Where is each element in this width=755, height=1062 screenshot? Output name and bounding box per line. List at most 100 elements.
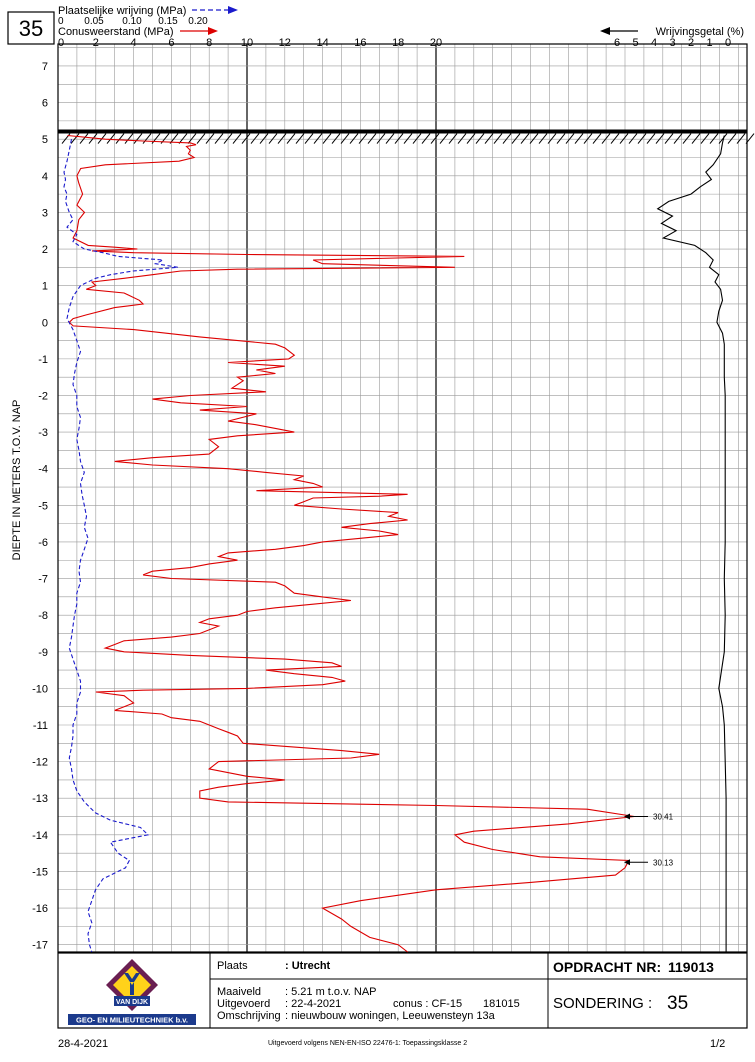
- y-tick-label: 4: [42, 171, 48, 183]
- hatch-line: [664, 133, 674, 144]
- conus-tick-label: 6: [168, 37, 174, 49]
- y-tick-label: -12: [32, 757, 48, 769]
- y-tick-label: -9: [38, 647, 48, 659]
- wrijving-axis-label: Plaatselijke wrijving (MPa): [58, 5, 186, 17]
- hatch-line: [439, 133, 449, 144]
- y-tick-label: -10: [32, 683, 48, 695]
- y-tick-label: -5: [38, 500, 48, 512]
- sondering-value: 35: [667, 993, 688, 1014]
- hatch-line: [178, 133, 188, 144]
- sondering-number: 35: [19, 16, 43, 41]
- y-tick-label: 3: [42, 207, 48, 219]
- series: [63, 134, 727, 953]
- y-tick-label: -14: [32, 830, 48, 842]
- hatch-line: [241, 133, 251, 144]
- conus-tick-label: 16: [354, 37, 366, 49]
- omschrijving-label: Omschrijving: [217, 1010, 281, 1022]
- hatch-line: [484, 133, 494, 144]
- footer-norm: Uitgevoerd volgens NEN-EN-ISO 22476-1: T…: [268, 1040, 468, 1047]
- company-name: GEO- EN MILIEUTECHNIEK b.v.: [76, 1016, 188, 1025]
- maaiveld-value: : 5.21 m t.o.v. NAP: [285, 986, 377, 998]
- uitgevoerd-label: Uitgevoerd: [217, 998, 270, 1010]
- conus-tick-label: 8: [206, 37, 212, 49]
- getal-legend-arrow: [600, 27, 610, 35]
- hatch-line: [601, 133, 611, 144]
- hatch-line: [394, 133, 404, 144]
- getal-tick-label: 5: [632, 37, 638, 49]
- y-tick-label: -11: [33, 720, 48, 732]
- hatch-line: [592, 133, 602, 144]
- y-tick-label: 5: [42, 134, 48, 146]
- conus-axis-label: Conusweerstand (MPa): [58, 26, 174, 38]
- plaats-label: Plaats: [217, 960, 248, 972]
- conus-type: conus : CF-15: [393, 998, 462, 1010]
- getal-axis-label: Wrijvingsgetal (%): [656, 26, 744, 38]
- conus-tick-label: 10: [241, 37, 253, 49]
- title-block-frame: [57, 952, 748, 1029]
- hatch-line: [322, 133, 332, 144]
- hatch-line: [448, 133, 458, 144]
- opdracht-label: OPDRACHT NR:: [553, 959, 661, 975]
- wrijving-tick-label: 0.15: [158, 16, 178, 27]
- hatch-line: [223, 133, 233, 144]
- hatch-line: [196, 133, 206, 144]
- footer-page: 1/2: [710, 1038, 726, 1050]
- hatch-line: [340, 133, 350, 144]
- hatch-line: [745, 133, 755, 144]
- y-tick-label: 1: [42, 281, 48, 293]
- hatch-line: [358, 133, 368, 144]
- plot-frame: [57, 43, 748, 953]
- y-tick-label: -2: [38, 390, 48, 402]
- hatch-line: [727, 133, 737, 144]
- y-tick-label: -17: [32, 940, 48, 952]
- hatch-line: [376, 133, 386, 144]
- hatch-line: [79, 133, 89, 144]
- conus-tick-label: 12: [279, 37, 291, 49]
- getal-tick-label: 2: [688, 37, 694, 49]
- hatch-line: [277, 133, 287, 144]
- hatch-line: [736, 133, 746, 144]
- wrijving-tick-label: 0: [58, 16, 64, 27]
- hatch-line: [502, 133, 512, 144]
- hatch-line: [691, 133, 701, 144]
- hatch-line: [529, 133, 539, 144]
- hatch-line: [646, 133, 656, 144]
- hatch-line: [655, 133, 665, 144]
- wrijving-tick-label: 0.10: [122, 16, 142, 27]
- hatch-line: [304, 133, 314, 144]
- plaats-value: : Utrecht: [285, 960, 331, 972]
- hatch-line: [412, 133, 422, 144]
- conus-tick-label: 4: [131, 37, 137, 49]
- getal-tick-label: 6: [614, 37, 620, 49]
- hatch-line: [331, 133, 341, 144]
- footer-date: 28-4-2021: [58, 1038, 109, 1050]
- hatch-line: [682, 133, 692, 144]
- hatch-line: [295, 133, 305, 144]
- getal-tick-label: 3: [669, 37, 675, 49]
- y-tick-label: -16: [32, 903, 48, 915]
- hatch-line: [574, 133, 584, 144]
- hatch-line: [70, 133, 80, 144]
- uitgevoerd-value: : 22-4-2021: [285, 998, 341, 1010]
- y-tick-label: -13: [32, 793, 48, 805]
- y-tick-label: -4: [38, 464, 48, 476]
- hatch-line: [214, 133, 224, 144]
- annotation-arrow-head: [624, 813, 630, 820]
- logo-text: VAN DIJK: [116, 999, 148, 1006]
- hatch-line: [268, 133, 278, 144]
- title-block: VAN DIJK GEO- EN MILIEUTECHNIEK b.v. Pla…: [57, 952, 748, 1029]
- hatch-line: [610, 133, 620, 144]
- annotation-arrow-head: [624, 859, 630, 866]
- y-tick-label: 7: [42, 61, 48, 73]
- hatch-line: [457, 133, 467, 144]
- sondering-number-box: [7, 11, 55, 45]
- hatch-line: [619, 133, 629, 144]
- wrijving-legend-arrow: [228, 6, 238, 14]
- getal-tick-label: 4: [651, 37, 657, 49]
- hatch-line: [205, 133, 215, 144]
- hatch-line: [250, 133, 260, 144]
- hatch-line: [718, 133, 728, 144]
- hatch-line: [367, 133, 377, 144]
- y-tick-label: -8: [38, 610, 48, 622]
- hatch-line: [421, 133, 431, 144]
